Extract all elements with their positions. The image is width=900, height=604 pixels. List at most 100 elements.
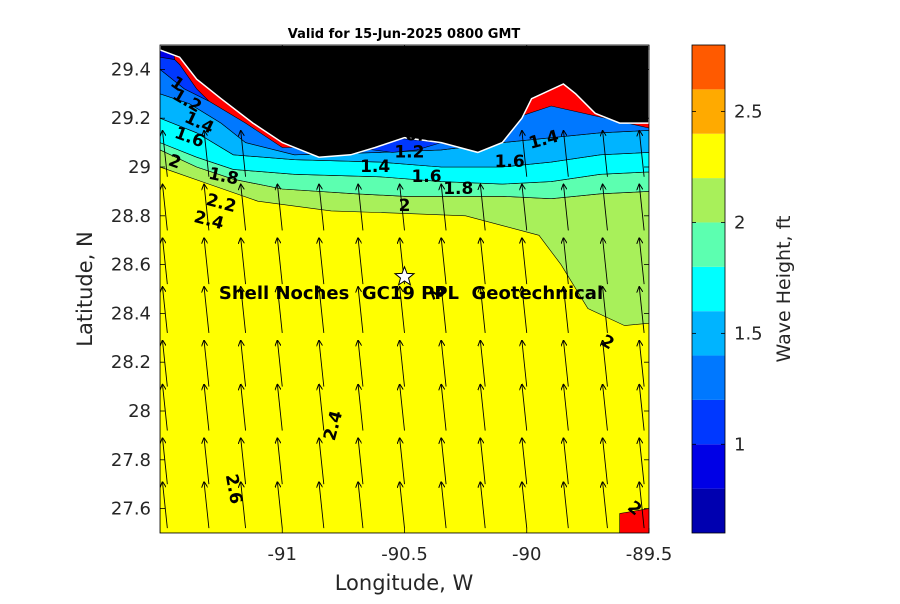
y-axis-ticks: 27.6 27.8 28 28.2 28.4 28.6 28.8 29 29.2 29.4 — [111, 59, 649, 520]
y-tick-label: 27.8 — [111, 450, 151, 471]
wind-arrow — [204, 340, 210, 387]
colorbar-segment — [692, 266, 725, 312]
x-axis-ticks: -91 -90.5 -90 -89.5 — [268, 45, 672, 565]
colorbar-tick-label: 2 — [734, 212, 745, 233]
wind-arrow — [400, 384, 405, 431]
wind-arrow — [400, 340, 405, 387]
wind-arrow — [639, 131, 645, 177]
wind-arrow — [480, 287, 486, 333]
wind-arrow — [480, 482, 486, 529]
colorbar-segment — [692, 311, 725, 356]
y-axis-label: Latitude, N — [73, 231, 97, 347]
y-tick-label: 28.8 — [111, 206, 151, 227]
x-tick-label: -90 — [512, 544, 541, 565]
wind-arrow — [639, 340, 645, 387]
wind-arrow — [639, 384, 645, 431]
wind-arrow — [603, 238, 608, 285]
wind-arrow — [358, 287, 364, 333]
wind-arrow — [522, 287, 528, 333]
colorbar-tick-label: 1 — [734, 434, 745, 455]
wind-arrow — [277, 438, 283, 485]
colorbar-ticks: 1 1.5 2 2.5 — [692, 102, 763, 455]
wind-arrow — [358, 482, 364, 529]
wind-arrow — [603, 384, 608, 431]
colorbar-segment — [692, 355, 725, 400]
wind-arrow — [563, 340, 569, 387]
wind-arrow — [319, 238, 325, 285]
wind-arrow — [603, 340, 608, 387]
wind-arrow — [241, 238, 247, 285]
x-axis-label: Longitude, W — [335, 571, 474, 595]
wind-arrow — [162, 340, 168, 387]
site-star-icon — [393, 265, 416, 287]
wind-arrow — [639, 482, 645, 529]
wind-arrow — [204, 482, 210, 529]
wind-arrow — [162, 384, 168, 431]
wind-arrow — [480, 384, 486, 431]
wind-arrow — [204, 131, 210, 177]
wind-arrow — [241, 384, 247, 431]
wind-arrow — [400, 184, 405, 231]
x-tick-label: -91 — [268, 544, 297, 565]
wind-arrow — [441, 238, 447, 285]
colorbar-segment — [692, 133, 725, 179]
wind-arrow — [358, 340, 364, 387]
contour-label: -0.8 — [398, 125, 435, 145]
colorbar-segment — [692, 222, 725, 267]
colorbar-segment — [692, 399, 725, 445]
wind-arrow — [319, 287, 325, 333]
wind-arrow — [400, 438, 405, 485]
y-tick-label: 28.2 — [111, 352, 151, 373]
wind-arrow — [241, 184, 247, 231]
site-marker-group: Shell Noches GC19 PPL Geotechnical — [219, 265, 603, 304]
wind-arrow — [639, 287, 645, 333]
wind-arrow — [162, 287, 168, 333]
wind-arrow — [563, 482, 569, 529]
land-area — [160, 45, 649, 158]
wind-arrow — [603, 438, 608, 485]
wind-arrow — [441, 287, 447, 333]
wind-arrow — [400, 287, 405, 333]
wind-arrow — [277, 384, 283, 431]
wind-arrow — [639, 438, 645, 485]
wind-arrow — [563, 384, 569, 431]
wind-arrow — [441, 184, 447, 231]
wind-arrow — [563, 438, 569, 485]
y-tick-label: 28.6 — [111, 255, 151, 276]
plot-area: 11.21.41.621.82.22.4-0.81.21.4 1.61.821.4… — [160, 45, 649, 533]
contour-label: 1.4 — [360, 157, 390, 177]
colorbar-tick-label: 1.5 — [734, 323, 763, 344]
colorbar-segment — [692, 178, 725, 223]
wind-arrow — [241, 340, 247, 387]
wind-arrow — [522, 438, 528, 485]
wind-arrow — [563, 184, 569, 231]
wind-arrow — [522, 384, 528, 431]
colorbar-frame — [691, 44, 726, 534]
colorbar-tick-label: 2.5 — [734, 102, 763, 123]
wind-arrow — [162, 238, 168, 285]
wind-arrow — [480, 184, 486, 231]
wind-arrow — [522, 184, 528, 231]
wind-arrow — [277, 482, 283, 529]
wind-arrow — [277, 340, 283, 387]
wind-arrow — [358, 238, 364, 285]
colorbar — [692, 45, 725, 533]
wind-arrow — [358, 184, 364, 231]
wind-arrow — [480, 438, 486, 485]
wind-arrow — [319, 340, 325, 387]
wind-arrow — [204, 287, 210, 333]
y-tick-label: 29.2 — [111, 108, 151, 129]
wind-arrow — [522, 340, 528, 387]
contour-label: 1.6 — [411, 167, 441, 187]
colorbar-label: Wave Height, ft — [773, 216, 795, 363]
wind-arrow — [319, 184, 325, 231]
wind-arrow — [603, 184, 608, 231]
wind-arrow — [358, 438, 364, 485]
wind-arrow — [204, 238, 210, 285]
wind-arrow — [522, 238, 528, 285]
wind-arrow — [319, 384, 325, 431]
wind-arrow — [204, 384, 210, 431]
contour-label: 2 — [399, 196, 411, 216]
wind-arrow — [162, 482, 168, 529]
